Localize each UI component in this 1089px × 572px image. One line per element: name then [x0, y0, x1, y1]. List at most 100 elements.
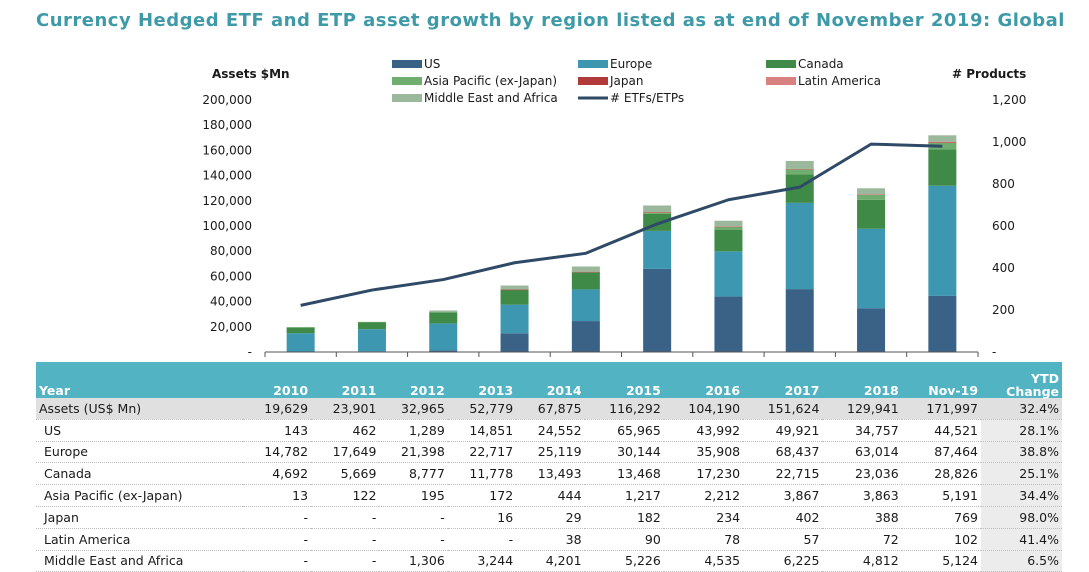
legend-swatch-us — [392, 60, 422, 68]
table-cell: 182 — [584, 506, 664, 529]
bar-segment-latin-america — [857, 194, 886, 195]
bar-segment-asia-pacific-ex-japan — [643, 212, 672, 214]
table-cell: 462 — [311, 419, 380, 442]
table-cell: 8,777 — [379, 462, 448, 486]
table-header-col: 2014 — [516, 362, 585, 398]
bar-segment-japan — [928, 141, 957, 143]
table-row: Assets (US$ Mn) 19,629 23,901 32,965 52,779 6… — [36, 398, 1062, 420]
table-cell: - — [242, 528, 312, 551]
table-cell: 4,812 — [822, 550, 902, 572]
table-cell: 388 — [822, 506, 902, 529]
table-cell: 87,464 — [901, 441, 982, 464]
table-cell: 28,826 — [901, 462, 982, 486]
chart-area: Assets $Mn # Products - 20,000 40,000 60,00… — [202, 57, 1026, 359]
y-left-tick-label: 100,000 — [202, 219, 252, 233]
y-right-tick-label: 1,200 — [992, 93, 1026, 107]
legend-label-europe: Europe — [610, 57, 652, 71]
ytd-cell: 32.4% — [981, 398, 1062, 420]
table-cell: 13,468 — [584, 462, 664, 486]
y-left-tick-label: 20,000 — [210, 320, 252, 334]
table-cell: 4,535 — [663, 550, 744, 572]
bar-segment-us — [714, 296, 743, 352]
table-cell: 38 — [516, 528, 585, 551]
bar-segment-canada — [357, 322, 386, 330]
bar-segment-us — [857, 308, 886, 352]
bar-segment-europe — [286, 333, 315, 352]
table-cell: 11,778 — [447, 462, 517, 486]
bar-segment-latin-america — [928, 141, 957, 143]
table-cell: 78 — [663, 528, 744, 551]
table-cell: 90 — [584, 528, 664, 551]
table-cell: 63,014 — [822, 441, 902, 464]
table-header-col: 2011 — [311, 362, 380, 398]
row-label: Canada — [36, 462, 243, 486]
row-label: Assets (US$ Mn) — [36, 398, 243, 420]
bar-segment-canada — [928, 149, 957, 186]
bar-segment-canada — [571, 272, 600, 290]
table-cell: - — [242, 550, 312, 572]
table-cell: 769 — [901, 506, 982, 529]
table-cell: 3,244 — [447, 550, 517, 572]
legend-label-etfs-etps: # ETFs/ETPs — [610, 91, 684, 105]
table-row: Middle East and Africa - -1,306 3,244 4,201 5… — [36, 550, 1062, 572]
bar-segment-japan — [500, 289, 529, 291]
table-cell: 13 — [242, 484, 312, 507]
table-cell: 30,144 — [584, 441, 664, 464]
table-cell: 195 — [379, 484, 448, 507]
table-cell: 68,437 — [743, 441, 823, 464]
ytd-cell: 25.1% — [981, 462, 1062, 486]
bar-segment-middle-east-and-africa — [785, 160, 814, 169]
table-cell: 23,901 — [311, 398, 380, 420]
bar-segment-middle-east-and-africa — [500, 285, 529, 290]
table-cell: 14,782 — [242, 441, 312, 464]
bar-segment-middle-east-and-africa — [714, 220, 743, 227]
bar-segment-us — [928, 295, 957, 352]
y-left-tick-label: 80,000 — [210, 244, 252, 258]
row-label: Latin America — [36, 528, 243, 551]
table-header-year: Year — [36, 362, 243, 398]
bar-segment-asia-pacific-ex-japan — [785, 169, 814, 175]
table-cell: 1,306 — [379, 550, 448, 572]
data-table: Year 2010 2011 2012 2013 2014 2015 2016 2017 2018… — [36, 362, 1062, 572]
bar-segment-canada — [500, 289, 529, 305]
table-cell: 234 — [663, 506, 744, 529]
bar-segment-us — [571, 321, 600, 352]
table-header-col: 2015 — [584, 362, 664, 398]
bar-segment-middle-east-and-africa — [857, 188, 886, 195]
y-left-tick-label: 60,000 — [210, 269, 252, 283]
bar-segment-canada — [857, 199, 886, 229]
bar-segment-us — [785, 289, 814, 352]
y-right-tick-label: 200 — [992, 303, 1015, 317]
table-cell: - — [311, 550, 380, 572]
table-header-col: 2018 — [822, 362, 902, 398]
table-cell: 34,757 — [822, 419, 902, 442]
table-header-col: 2010 — [242, 362, 312, 398]
table-cell: 6,225 — [743, 550, 823, 572]
legend-swatch-latin-america — [766, 77, 796, 85]
table-cell: 16 — [447, 506, 517, 529]
bar-segment-europe — [928, 185, 957, 296]
bar-segment-europe — [785, 202, 814, 290]
bar-segment-middle-east-and-africa — [928, 135, 957, 142]
table-cell: 122 — [311, 484, 380, 507]
table-cell: 22,715 — [743, 462, 823, 486]
table-cell: 29 — [516, 506, 585, 529]
table-row: Latin America - - - -38 90 78 57 72 102 41.4% — [36, 528, 1062, 551]
row-label: Europe — [36, 441, 243, 464]
bar-segment-asia-pacific-ex-japan — [357, 321, 386, 323]
table-header-col: 2016 — [663, 362, 744, 398]
legend-label-canada: Canada — [798, 57, 844, 71]
bar-segment-latin-america — [571, 271, 600, 273]
table-cell: 32,965 — [379, 398, 448, 420]
y-right-tick-label: 800 — [992, 177, 1015, 191]
bar-segment-europe — [857, 228, 886, 309]
y-left-tick-label: - — [248, 345, 252, 359]
table-header-ytd: YTD Change — [981, 362, 1062, 398]
table-cell: - — [379, 528, 448, 551]
table-cell: 104,190 — [663, 398, 744, 420]
legend-swatch-europe — [578, 60, 608, 68]
y-left-tick-label: 40,000 — [210, 295, 252, 309]
table-cell: 17,230 — [663, 462, 744, 486]
bar-segment-europe — [357, 329, 386, 352]
table-cell: - — [242, 506, 312, 529]
